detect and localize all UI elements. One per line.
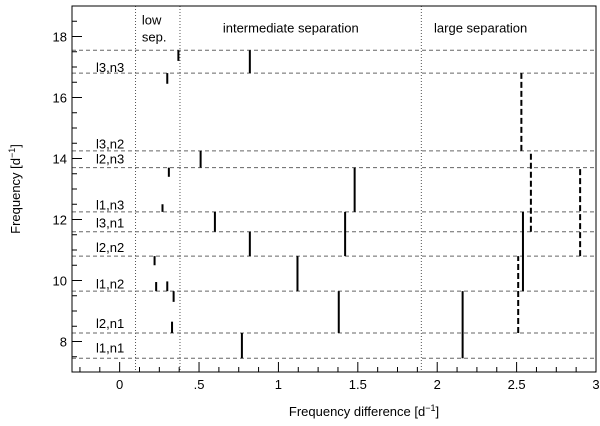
mode-label: l2,n3 <box>96 152 124 167</box>
mode-label: l1,n1 <box>96 341 124 356</box>
x-tick-label: .5 <box>194 377 205 392</box>
y-axis-label: Frequency [d−1] <box>7 144 23 234</box>
y-tick-label: 16 <box>53 91 67 106</box>
x-tick-label: 0 <box>116 377 123 392</box>
y-tick-label: 12 <box>53 213 67 228</box>
y-tick-label: 8 <box>60 335 67 350</box>
y-tick-label: 18 <box>53 30 67 45</box>
region-label: intermediate separation <box>223 20 359 35</box>
plot-frame <box>71 5 597 373</box>
x-tick-label: 3 <box>592 377 599 392</box>
y-tick-label: 14 <box>53 152 67 167</box>
x-tick-label: 1.5 <box>349 377 367 392</box>
y-tick-label: 10 <box>53 274 67 289</box>
region-label: large separation <box>434 20 527 35</box>
mode-label: l3,n1 <box>96 216 124 231</box>
region-label: sep. <box>142 30 167 45</box>
mode-label: l2,n2 <box>96 240 124 255</box>
x-tick-label: 1 <box>275 377 282 392</box>
x-axis-label: Frequency difference [d−1] <box>289 403 439 419</box>
mode-label: l3,n3 <box>96 60 124 75</box>
mode-label: l1,n2 <box>96 277 124 292</box>
mode-label: l2,n1 <box>96 316 124 331</box>
x-tick-label: 2.5 <box>508 377 526 392</box>
mode-label: l1,n3 <box>96 197 124 212</box>
mode-label: l3,n2 <box>96 136 124 151</box>
region-label: low <box>142 13 162 28</box>
x-tick-label: 2 <box>434 377 441 392</box>
